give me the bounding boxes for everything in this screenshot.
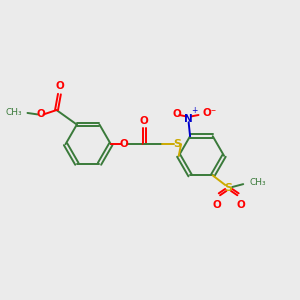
Text: O: O	[119, 139, 128, 149]
Text: O: O	[36, 110, 45, 119]
Text: O: O	[212, 200, 221, 209]
Text: S: S	[174, 139, 182, 149]
Text: O⁻: O⁻	[202, 108, 217, 118]
Text: CH₃: CH₃	[249, 178, 266, 187]
Text: O: O	[55, 81, 64, 91]
Text: O: O	[140, 116, 148, 126]
Text: S: S	[225, 184, 233, 194]
Text: N: N	[184, 114, 193, 124]
Text: +: +	[191, 106, 197, 115]
Text: O: O	[172, 109, 181, 118]
Text: CH₃: CH₃	[5, 109, 22, 118]
Text: O: O	[236, 200, 245, 209]
